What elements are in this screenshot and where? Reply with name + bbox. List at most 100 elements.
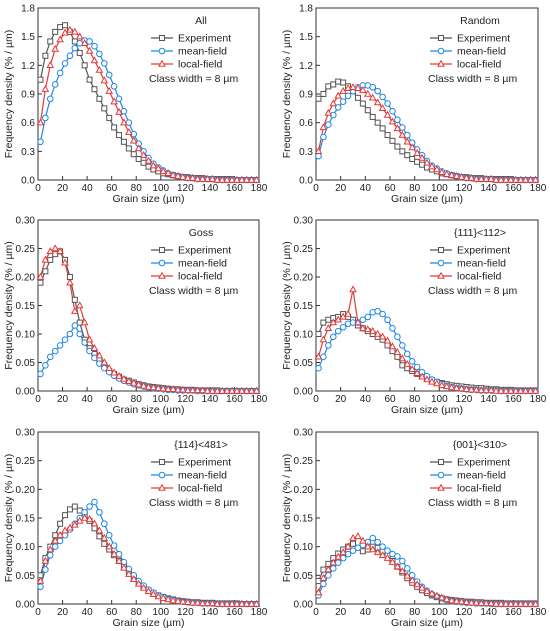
data-point-mean-field [315,364,322,372]
x-tick-label: 20 [57,394,69,405]
data-point-local-field [169,385,177,392]
data-point-local-field [41,556,50,564]
x-tick-label: 140 [202,607,219,618]
data-point-local-field [433,379,441,387]
data-point-experiment [340,79,347,86]
data-point-local-field [159,594,168,601]
data-point-local-field [492,175,500,183]
data-point-mean-field [115,95,123,103]
legend-marker [159,35,165,41]
legend-label: local-field [178,59,223,71]
y-tick-label: 0.20 [16,485,36,496]
legend-marker [437,483,445,491]
data-point-experiment [394,143,401,150]
data-point-mean-field [329,333,337,341]
series-line-local-field [39,247,257,392]
x-tick-label: 20 [57,183,69,194]
y-tick-label: 0.25 [16,244,36,255]
data-point-local-field [213,386,222,394]
data-point-local-field [129,575,138,583]
data-point-local-field [174,171,182,179]
data-point-local-field [339,548,347,556]
data-point-local-field [482,386,491,394]
data-point-experiment [379,125,386,132]
y-tick-label: 0.00 [16,600,36,611]
data-point-local-field [521,599,530,607]
x-axis-label: Grain size (µm) [391,193,463,205]
data-point-mean-field [37,583,44,591]
data-point-local-field [75,32,84,40]
data-point-local-field [319,573,328,581]
data-point-local-field [516,599,525,607]
data-point-local-field [51,244,60,252]
data-point-local-field [423,375,431,383]
data-point-local-field [507,386,515,394]
data-point-experiment [101,540,108,547]
y-axis-label: Frequency density (% / µm) [3,241,15,370]
data-point-local-field [233,599,241,607]
data-point-local-field [198,174,207,182]
y-tick-label: 0.3 [299,147,313,158]
data-point-local-field [423,158,431,166]
x-tick-label: 160 [226,183,243,194]
series-line-experiment [39,250,257,392]
data-point-mean-field [403,350,411,358]
data-point-local-field [467,598,476,606]
data-point-local-field [531,599,540,607]
data-point-mean-field [320,133,327,141]
data-point-mean-field [339,98,347,105]
data-point-experiment [125,145,132,152]
y-axis-label: Frequency density (% / µm) [281,30,293,159]
data-point-local-field [203,599,212,607]
data-point-local-field [314,588,323,596]
data-point-mean-field [344,92,352,100]
data-point-local-field [373,98,382,106]
data-point-local-field [447,596,456,604]
data-point-experiment [389,348,396,355]
data-point-mean-field [105,531,113,539]
data-point-mean-field [408,358,416,365]
legend-label: mean-field [178,258,227,270]
data-point-local-field [487,174,495,182]
data-point-mean-field [389,107,396,115]
data-point-local-field [105,86,114,94]
data-point-local-field [511,175,520,183]
data-point-mean-field [37,370,44,378]
data-point-local-field [164,169,172,177]
data-point-mean-field [394,333,401,341]
data-point-local-field [183,598,192,605]
y-tick-label: 0.30 [16,428,36,439]
x-tick-label: 80 [131,607,143,618]
data-point-local-field [378,551,387,558]
data-point-experiment [81,62,88,69]
data-point-local-field [408,365,417,373]
data-point-experiment [101,105,108,112]
data-point-experiment [52,28,59,35]
data-point-local-field [120,563,128,571]
data-point-local-field [521,386,530,394]
data-point-local-field [482,174,491,182]
data-point-local-field [174,596,182,604]
data-point-local-field [403,571,412,579]
x-tick-label: 120 [456,607,473,618]
data-point-local-field [521,175,530,183]
legend-marker [158,271,166,279]
data-point-local-field [497,175,505,183]
data-point-experiment [47,38,54,45]
data-point-local-field [100,358,109,366]
data-point-mean-field [325,572,332,579]
x-tick-label: 0 [313,394,319,405]
x-tick-label: 160 [226,607,243,618]
data-point-local-field [487,599,495,607]
x-tick-label: 80 [409,394,421,405]
data-point-local-field [462,173,471,181]
x-tick-label: 180 [251,183,268,194]
data-point-local-field [403,359,412,367]
data-point-mean-field [413,363,421,371]
data-point-local-field [437,168,446,176]
data-point-experiment [130,151,137,158]
data-point-mean-field [76,330,84,338]
data-point-experiment [315,331,322,337]
data-point-local-field [437,593,446,601]
